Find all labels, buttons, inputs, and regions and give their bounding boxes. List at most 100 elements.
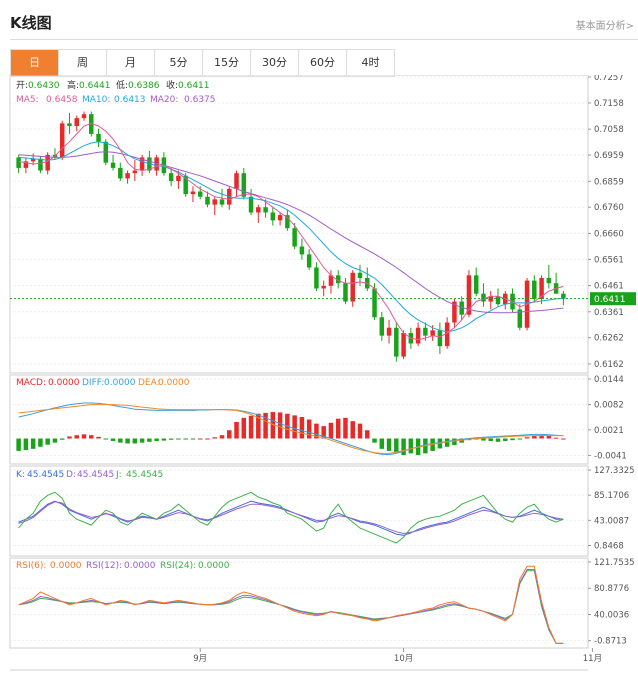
candle-body (67, 123, 72, 126)
candle-body (45, 154, 50, 171)
tab-day[interactable]: 日 (11, 50, 59, 76)
candle-body (219, 199, 225, 205)
x-tick-label: 11月 (583, 654, 602, 664)
macd-bar (510, 438, 515, 441)
candle-body (270, 212, 276, 221)
main-tick-label: 0.6361 (594, 308, 624, 318)
tab-60min[interactable]: 60分 (299, 50, 347, 76)
candle-body (423, 327, 428, 336)
candle-body (38, 158, 43, 171)
candle-body (205, 196, 210, 205)
ma5-value: 0.6458 (46, 95, 78, 105)
open-label: 开: (16, 80, 28, 91)
macd-tick-label: 0.0144 (594, 375, 624, 385)
low-label: 低: (116, 79, 128, 91)
tab-4hour[interactable]: 4时 (347, 50, 395, 76)
macd-bar (532, 436, 537, 439)
macd-bar (495, 438, 501, 442)
macd-bar (125, 438, 130, 444)
candle-body (81, 114, 87, 119)
tab-5min[interactable]: 5分 (155, 50, 203, 76)
candle-body (546, 277, 552, 284)
candle-body (190, 191, 196, 195)
macd-bar (270, 412, 276, 439)
candle-body (292, 228, 297, 247)
tab-week[interactable]: 周 (59, 50, 107, 76)
kdj-tick-label: 43.0087 (594, 516, 629, 526)
rsi6-label: RSI(6): (16, 561, 46, 571)
main-tick-label: 0.6959 (594, 151, 624, 161)
macd-bar (350, 421, 355, 439)
main-tick-label: 0.7257 (594, 75, 624, 83)
candle-body (306, 254, 312, 268)
macd-bar (139, 438, 145, 443)
dea-line (18, 404, 564, 454)
candle-body (473, 275, 479, 294)
candle-body (321, 285, 326, 289)
macd-bar (263, 412, 268, 439)
macd-bar (321, 426, 326, 439)
macd-bar (110, 438, 116, 441)
macd-bar (488, 438, 493, 441)
k-label: K: (16, 470, 25, 480)
tab-30min[interactable]: 30分 (251, 50, 299, 76)
candle-body (30, 158, 36, 162)
macd-bar (328, 422, 334, 439)
candle-body (430, 330, 435, 336)
candle-body (335, 275, 341, 284)
rsi6-value: 0.0000 (50, 561, 82, 571)
candle-body (256, 207, 261, 213)
candle-body (139, 157, 145, 171)
header: K线图 基本面分析> (0, 0, 638, 40)
tab-15min[interactable]: 15分 (203, 50, 251, 76)
candle-body (401, 333, 406, 357)
candle-body (394, 327, 399, 357)
main-tick-label: 0.6859 (594, 177, 624, 187)
fundamental-analysis-link[interactable]: 基本面分析> (575, 21, 634, 32)
macd-bar (30, 438, 36, 449)
rsi-panel-frame (9, 557, 589, 649)
candle-body (495, 296, 501, 305)
candle-body (357, 272, 363, 278)
ma5-line (18, 122, 564, 341)
candle-body (437, 330, 443, 347)
macd-bar (183, 438, 188, 440)
tab-month[interactable]: 月 (107, 50, 155, 76)
macd-bar (89, 435, 94, 439)
macd-bar (45, 438, 50, 445)
candle-body (168, 173, 174, 182)
rsi12-value: 0.0000 (124, 561, 156, 571)
macd-bar (212, 437, 217, 439)
k-value: 45.4545 (27, 470, 64, 480)
page-title: K线图 (10, 14, 52, 32)
macd-bar (277, 412, 283, 439)
candle-body (285, 215, 290, 229)
macd-bar (154, 438, 159, 441)
candle-body (415, 327, 421, 344)
rsi-tick-label: 121.7535 (594, 558, 635, 568)
last-price-tag: 0.6411 (590, 292, 636, 306)
candle-body (23, 161, 29, 168)
candle-body (481, 293, 486, 302)
macd-bar (38, 438, 43, 447)
ma10-line (18, 141, 564, 333)
macd-bar (372, 438, 377, 443)
macd-bar (74, 435, 79, 439)
last-price-tag-bg (590, 292, 636, 306)
candle-body (328, 275, 334, 286)
macd-bar (452, 438, 457, 446)
macd-bar (23, 438, 29, 451)
macd-bar (473, 438, 479, 440)
macd-bar (52, 438, 58, 443)
candle-body (212, 199, 217, 205)
macd-bar (444, 438, 450, 447)
macd-bar (299, 417, 305, 439)
macd-bar (205, 438, 210, 440)
candle-body (459, 301, 464, 315)
candle-body (197, 191, 203, 197)
macd-bar (227, 430, 232, 439)
ma20-value: 0.6375 (184, 95, 216, 105)
price-legend: 开: 0.6430 高: 0.6441 低: 0.6386 收: 0.6411 … (16, 79, 216, 105)
macd-bar (546, 436, 552, 439)
rsi24-value: 0.0000 (198, 561, 230, 571)
